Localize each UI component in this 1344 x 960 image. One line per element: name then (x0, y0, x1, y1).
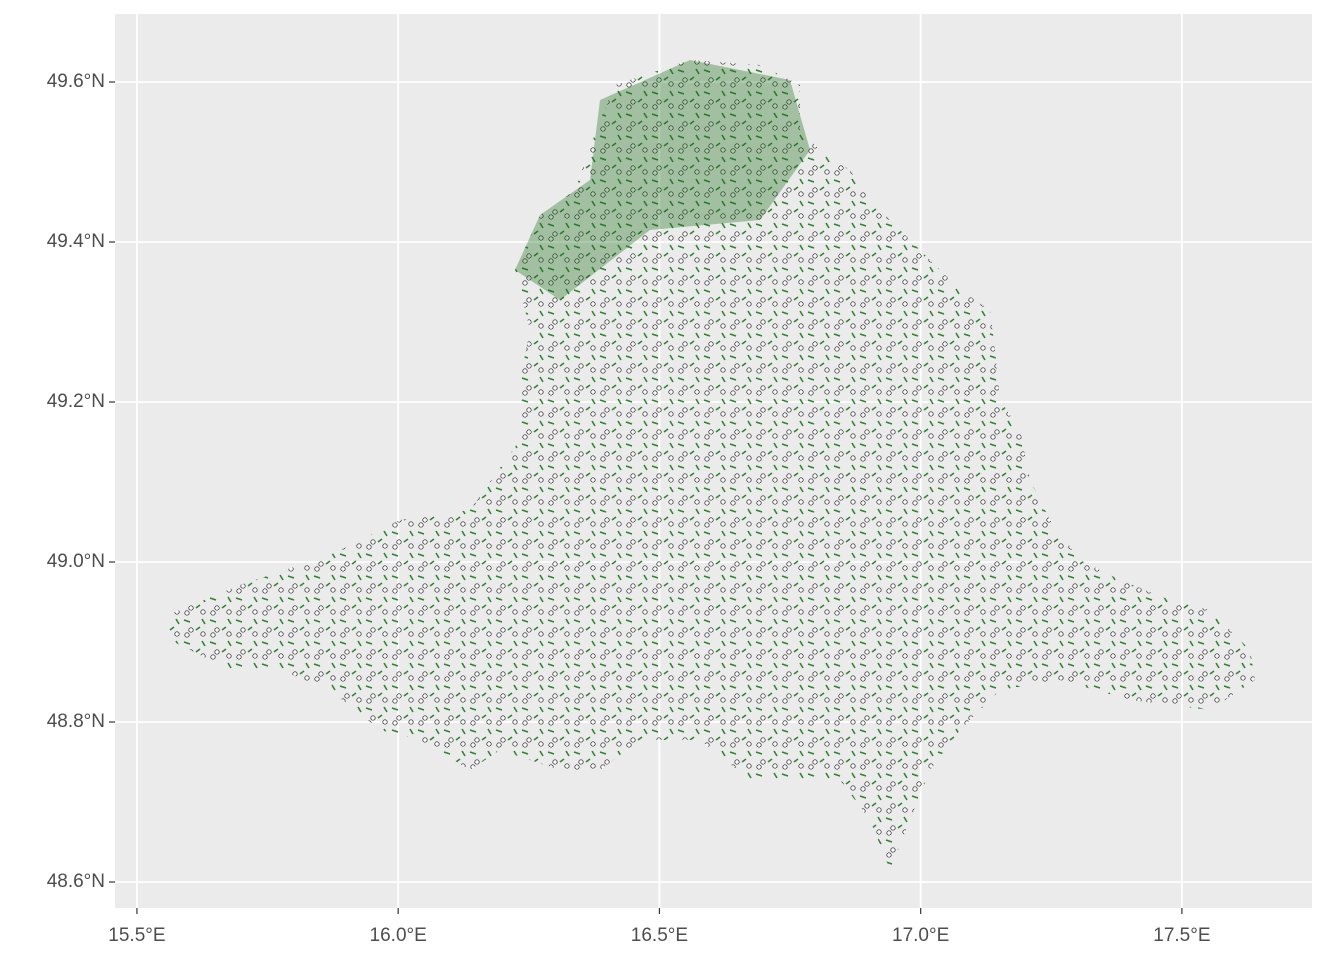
x-tick-label: 16.0°E (370, 925, 427, 946)
y-tick-label: 48.6°N (47, 871, 105, 892)
y-tick-label: 49.4°N (47, 231, 105, 252)
y-tick-label: 49.0°N (47, 551, 105, 572)
x-tick-label: 16.5°E (631, 925, 688, 946)
x-tick-label: 17.5°E (1153, 925, 1210, 946)
x-tick-label: 15.5°E (108, 925, 165, 946)
y-tick-label: 49.2°N (47, 391, 105, 412)
y-tick-label: 49.6°N (47, 71, 105, 92)
forest-north (515, 60, 810, 300)
x-tick-label: 17.0°E (892, 925, 949, 946)
y-tick-label: 48.8°N (47, 711, 105, 732)
region (168, 60, 1255, 870)
